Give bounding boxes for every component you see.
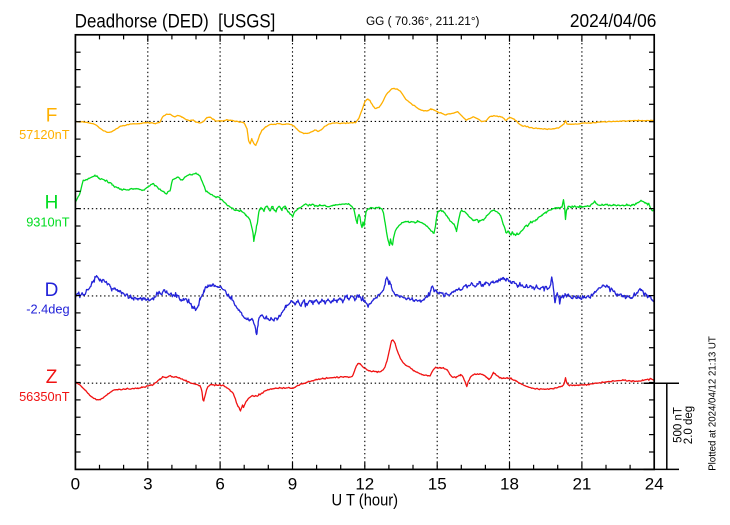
svg-text:57120nT: 57120nT bbox=[19, 127, 70, 142]
svg-text:Plotted at 2024/04/12 21:13 UT: Plotted at 2024/04/12 21:13 UT bbox=[707, 336, 718, 471]
svg-text:Deadhorse (DED) [USGS]: Deadhorse (DED) [USGS] bbox=[75, 11, 275, 32]
svg-text:15: 15 bbox=[428, 475, 447, 494]
svg-text:21: 21 bbox=[572, 475, 591, 494]
svg-text:H: H bbox=[45, 193, 59, 214]
svg-text:Z: Z bbox=[46, 367, 58, 388]
svg-text:2.0 deg: 2.0 deg bbox=[683, 406, 695, 444]
svg-text:F: F bbox=[46, 105, 58, 126]
svg-text:0: 0 bbox=[71, 475, 80, 494]
svg-text:9: 9 bbox=[288, 475, 297, 494]
svg-text:12: 12 bbox=[355, 475, 374, 494]
svg-text:3: 3 bbox=[143, 475, 152, 494]
svg-text:9310nT: 9310nT bbox=[26, 214, 70, 229]
svg-text:6: 6 bbox=[215, 475, 224, 494]
svg-text:56350nT: 56350nT bbox=[19, 389, 70, 404]
svg-text:24: 24 bbox=[645, 475, 664, 494]
svg-text:-2.4deg: -2.4deg bbox=[26, 302, 69, 317]
svg-text:U T (hour): U T (hour) bbox=[332, 491, 399, 510]
svg-text:18: 18 bbox=[500, 475, 519, 494]
svg-text:GG ( 70.36°, 211.21°): GG ( 70.36°, 211.21°) bbox=[366, 16, 480, 28]
svg-text:2024/04/06: 2024/04/06 bbox=[570, 10, 657, 31]
svg-text:D: D bbox=[45, 280, 59, 301]
svg-text:500 nT: 500 nT bbox=[673, 407, 685, 443]
